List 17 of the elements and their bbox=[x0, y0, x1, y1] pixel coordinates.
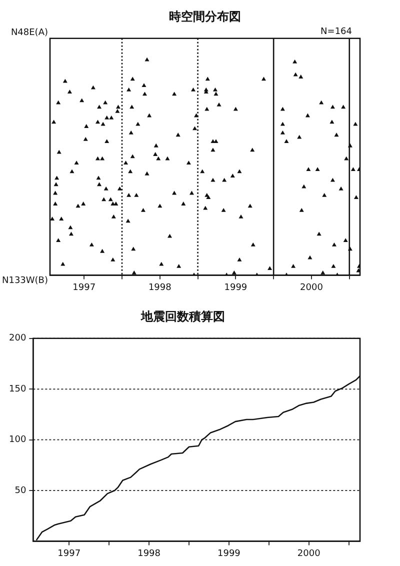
x-tick-label: 1997 bbox=[72, 282, 96, 293]
x-tick-label: 2000 bbox=[300, 282, 324, 293]
x-tick-label: 1998 bbox=[138, 548, 161, 559]
x-tick-label: 1999 bbox=[218, 548, 241, 559]
y-tick-label: 150 bbox=[8, 384, 26, 394]
x-tick-label: 1999 bbox=[224, 282, 248, 293]
x-tick-label: 1997 bbox=[58, 548, 81, 559]
text: N133W(B) bbox=[2, 276, 48, 286]
text: N48E(A) bbox=[10, 28, 48, 38]
chart-title: 地震回数積算図 bbox=[140, 309, 225, 324]
x-tick-label: 2000 bbox=[297, 548, 321, 559]
y-tick-label: 50 bbox=[14, 486, 26, 496]
x-tick-label: 1998 bbox=[148, 282, 172, 293]
chart-title: 時空間分布図 bbox=[169, 9, 241, 24]
y-tick-label: 100 bbox=[8, 435, 26, 446]
text: N=164 bbox=[320, 27, 352, 38]
y-tick-label: 200 bbox=[8, 334, 26, 344]
